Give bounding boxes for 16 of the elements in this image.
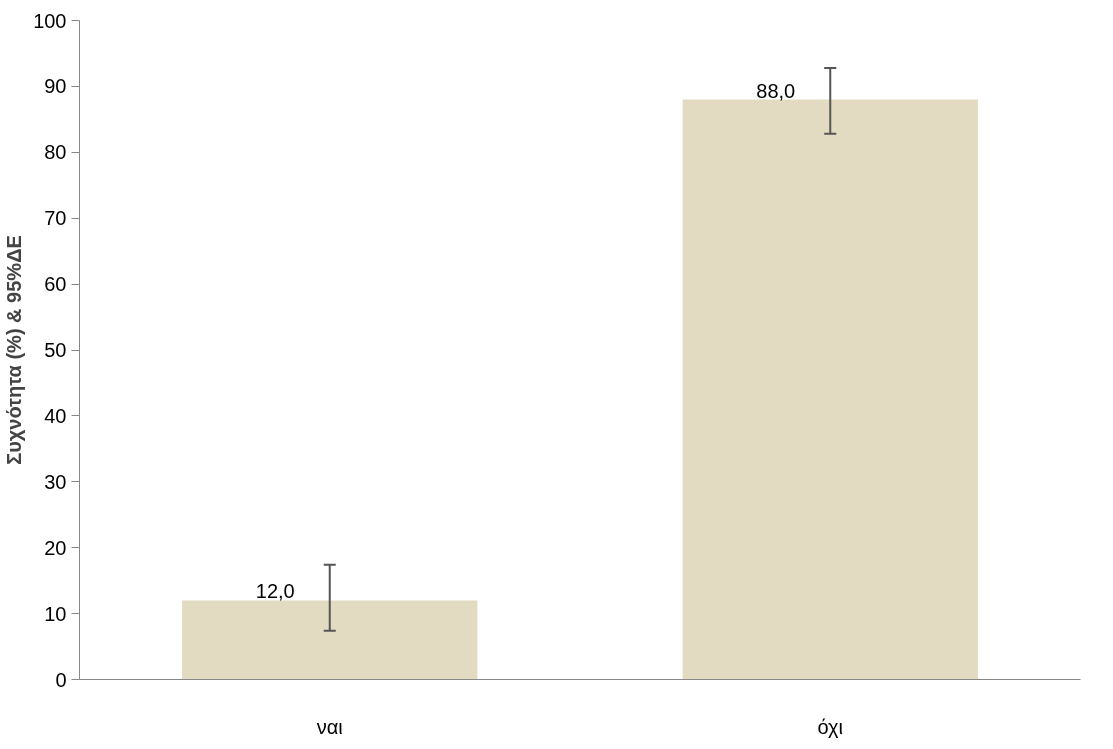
y-tick-label: 80 — [44, 141, 67, 164]
y-tick-label: 70 — [44, 207, 67, 230]
y-tick-label: 90 — [44, 75, 67, 98]
y-tick-label: 60 — [44, 273, 67, 296]
y-tick-label: 50 — [44, 339, 67, 361]
data-label: 12,0 — [255, 580, 295, 603]
x-tick-label: όχι — [817, 715, 844, 738]
y-tick-label: 20 — [44, 536, 67, 559]
y-tick-label: 10 — [44, 602, 67, 625]
x-tick-label: ναι — [316, 715, 343, 738]
data-label: 88,0 — [756, 79, 796, 102]
y-axis-title: Συχνότητα (%) & 95%ΔΕ — [3, 235, 26, 465]
y-tick-label: 100 — [33, 9, 67, 32]
y-tick-label: 30 — [44, 470, 67, 493]
y-tick-label: 40 — [44, 404, 67, 427]
y-tick-label: 0 — [55, 668, 67, 691]
